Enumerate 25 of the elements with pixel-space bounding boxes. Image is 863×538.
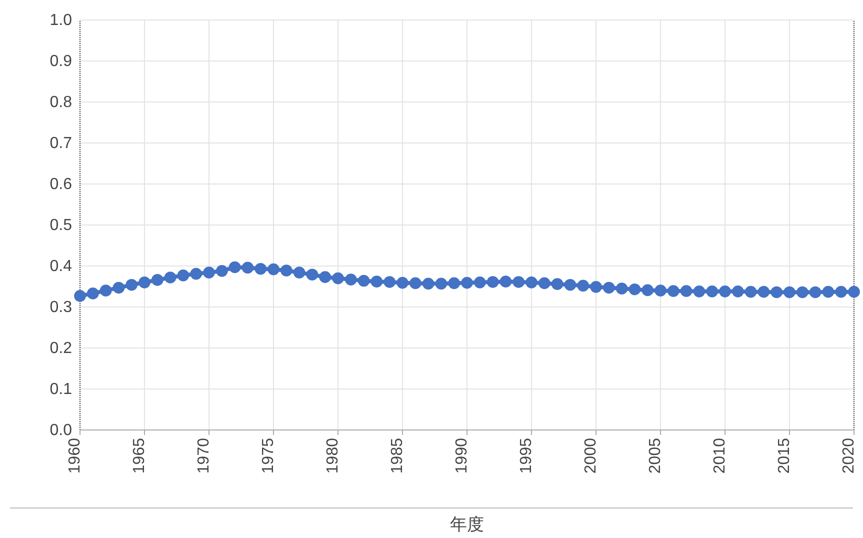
x-tick-label: 1965 bbox=[130, 438, 148, 474]
x-axis-title: 年度 bbox=[450, 515, 484, 535]
x-tick-label: 1970 bbox=[195, 438, 212, 474]
y-tick-label: 0.5 bbox=[50, 217, 72, 234]
x-tick-label: 2015 bbox=[776, 438, 793, 474]
y-tick-label: 0.1 bbox=[50, 381, 72, 398]
x-tick-label: 1990 bbox=[453, 438, 470, 474]
y-tick-label: 0.7 bbox=[50, 135, 72, 152]
y-tick-label: 0.3 bbox=[50, 299, 72, 316]
x-tick-label: 2000 bbox=[582, 438, 600, 474]
y-tick-label: 0.8 bbox=[50, 94, 72, 112]
y-tick-label: 0.4 bbox=[50, 258, 72, 276]
y-tick-label: 0.2 bbox=[50, 340, 72, 358]
x-tick-label: 1960 bbox=[66, 438, 84, 474]
x-tick-label: 2020 bbox=[840, 438, 858, 474]
x-tick-label: 2005 bbox=[646, 438, 664, 474]
x-tick-label: 1980 bbox=[324, 438, 342, 474]
y-tick-label: 0.9 bbox=[50, 53, 72, 70]
x-tick-label: 2010 bbox=[711, 438, 728, 474]
y-tick-label: 1.0 bbox=[50, 12, 72, 30]
y-tick-label: 0.0 bbox=[50, 422, 72, 440]
y-tick-label: 0.6 bbox=[50, 176, 72, 194]
x-tick-label: 1975 bbox=[260, 438, 277, 474]
x-tick-label: 1985 bbox=[388, 438, 406, 474]
x-tick-label: 1995 bbox=[518, 438, 535, 474]
